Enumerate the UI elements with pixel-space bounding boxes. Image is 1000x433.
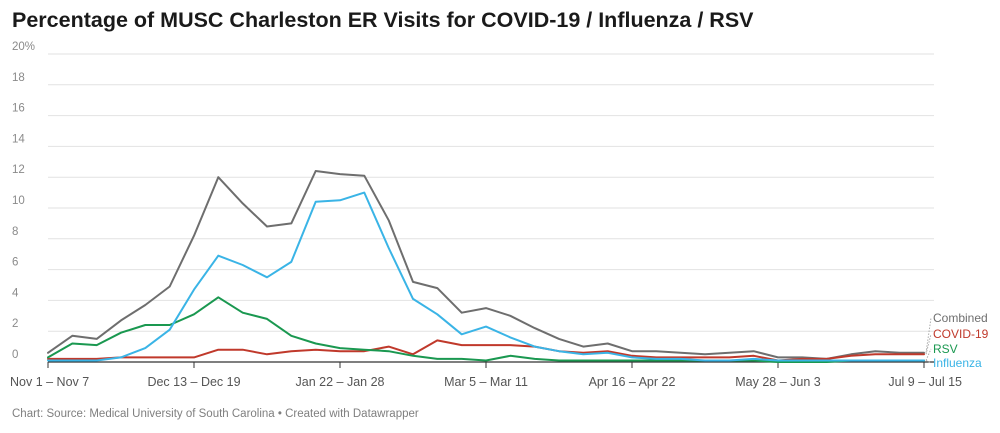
series-label: COVID-19 (933, 327, 989, 341)
x-tick-label: Jan 22 – Jan 28 (296, 375, 385, 389)
y-tick-label: 16 (12, 103, 25, 115)
series-label: RSV (933, 342, 958, 356)
y-tick-label: 20% (12, 41, 35, 53)
y-tick-label: 12 (12, 164, 25, 176)
chart-footer: Chart: Source: Medical University of Sou… (12, 408, 419, 420)
series-line-influenza (47, 191, 925, 362)
series-line-combined (47, 170, 925, 360)
y-tick-label: 18 (12, 72, 25, 84)
label-connector (925, 348, 932, 361)
series-line-rsv (47, 296, 925, 363)
x-tick-label: Apr 16 – Apr 22 (589, 375, 676, 389)
chart-title: Percentage of MUSC Charleston ER Visits … (12, 8, 754, 32)
y-tick-label: 14 (12, 133, 25, 145)
x-tick-label: Dec 13 – Dec 19 (147, 375, 240, 389)
x-tick-label: May 28 – Jun 3 (735, 375, 821, 389)
y-tick-label: 0 (12, 349, 18, 361)
label-connector (925, 360, 932, 364)
x-tick-label: Nov 1 – Nov 7 (10, 375, 89, 389)
series-label: Influenza (933, 356, 982, 370)
x-tick-label: Jul 9 – Jul 15 (888, 375, 962, 389)
x-tick-label: Mar 5 – Mar 11 (444, 375, 528, 389)
y-tick-label: 10 (12, 195, 25, 207)
y-tick-label: 4 (12, 287, 19, 299)
series-label: Combined (933, 311, 988, 325)
label-connector (925, 333, 932, 355)
y-tick-label: 2 (12, 318, 18, 330)
y-tick-label: 6 (12, 257, 18, 269)
y-tick-label: 8 (12, 226, 18, 238)
